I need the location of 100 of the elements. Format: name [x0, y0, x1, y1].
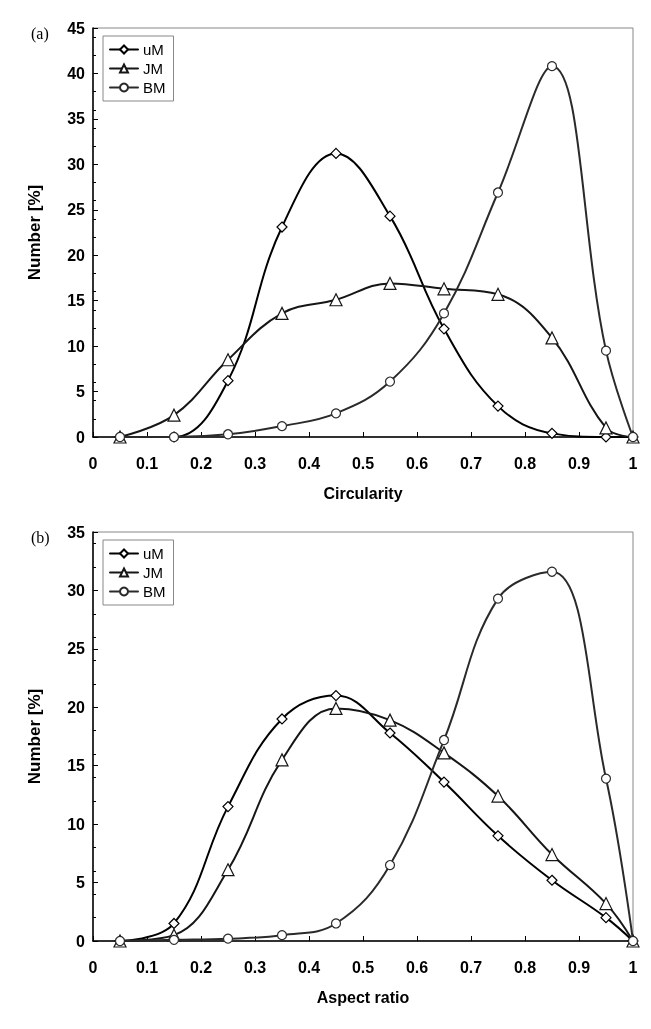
point: [329, 701, 343, 716]
x-tick-label: 0.8: [513, 958, 537, 976]
point: [222, 375, 234, 387]
point: [276, 421, 288, 432]
legend-label: JM: [143, 60, 163, 77]
y-tick-label: 25: [67, 201, 86, 219]
chart-title: (b): [31, 528, 50, 547]
point: [437, 746, 451, 760]
legend-label: BM: [143, 79, 166, 96]
x-tick-label: 0.9: [567, 454, 591, 472]
point: [599, 897, 613, 911]
y-tick-label: 35: [67, 523, 86, 541]
x-tick-label: 0.5: [351, 454, 375, 472]
point: [492, 187, 504, 198]
point: [545, 331, 559, 345]
point: [222, 801, 234, 813]
point: [384, 210, 396, 222]
y-tick-label: 25: [67, 640, 86, 658]
x-tick-label: 0.3: [243, 454, 267, 472]
x-tick-label: 0.6: [405, 958, 429, 976]
y-tick-label: 5: [76, 383, 86, 401]
x-axis-title: Aspect ratio: [316, 988, 410, 1006]
point: [384, 727, 396, 739]
point: [329, 293, 343, 307]
x-tick-label: 0.2: [189, 454, 213, 472]
point: [491, 789, 505, 803]
point: [546, 874, 558, 886]
point: [383, 713, 397, 727]
y-tick-label: 0: [76, 932, 86, 950]
y-tick-label: 40: [67, 64, 86, 82]
x-axis-title: Circularity: [323, 484, 403, 502]
x-tick-label: 0.8: [513, 454, 537, 472]
point: [600, 345, 612, 356]
point: [330, 408, 342, 419]
x-tick-label: 0.6: [405, 454, 429, 472]
point: [276, 930, 288, 941]
point: [438, 308, 450, 319]
y-axis-title: Number [%]: [25, 184, 44, 281]
legend-label: uM: [143, 545, 164, 562]
point: [491, 287, 505, 301]
y-tick-label: 30: [67, 155, 86, 173]
y-tick-label: 20: [67, 246, 86, 264]
chart-title: (a): [31, 24, 49, 43]
x-tick-label: 0.4: [297, 454, 321, 472]
point: [330, 690, 342, 702]
y-tick-label: 10: [67, 815, 86, 833]
point: [221, 353, 235, 367]
x-tick-label: 0: [88, 958, 98, 976]
point: [600, 773, 612, 784]
point: [545, 847, 559, 862]
point: [600, 912, 612, 924]
point: [546, 427, 558, 439]
x-tick-label: 1: [628, 958, 638, 976]
point: [492, 593, 504, 604]
point: [330, 918, 342, 929]
point: [167, 408, 181, 422]
point: [438, 776, 450, 788]
point: [437, 282, 451, 296]
y-tick-label: 10: [67, 337, 86, 355]
point: [168, 917, 180, 930]
point: [492, 400, 504, 412]
point: [546, 61, 558, 72]
point: [546, 566, 558, 577]
legend-label: uM: [143, 41, 164, 58]
point: [599, 421, 613, 435]
point: [222, 933, 234, 944]
legend-label: BM: [143, 583, 166, 600]
x-tick-label: 0.7: [459, 958, 483, 976]
x-tick-label: 0.4: [297, 958, 321, 976]
x-tick-label: 0.5: [351, 958, 375, 976]
point: [384, 376, 396, 387]
x-tick-label: 0.3: [243, 958, 267, 976]
point: [222, 429, 234, 440]
point: [492, 830, 504, 842]
y-axis-title: Number [%]: [25, 688, 44, 785]
y-tick-label: 20: [67, 698, 86, 716]
x-tick-label: 0.2: [189, 958, 213, 976]
x-tick-label: 0.7: [459, 454, 483, 472]
y-tick-label: 35: [67, 110, 86, 128]
point: [330, 147, 342, 160]
x-tick-label: 0.9: [567, 958, 591, 976]
point: [384, 859, 396, 871]
point: [168, 934, 180, 945]
y-tick-label: 0: [76, 428, 86, 446]
y-tick-label: 5: [76, 874, 86, 892]
point: [383, 276, 397, 290]
point: [221, 863, 235, 877]
legend-label: JM: [143, 564, 163, 581]
point: [438, 323, 450, 335]
x-tick-label: 0: [88, 454, 98, 472]
point: [438, 734, 450, 746]
y-tick-label: 30: [67, 581, 86, 599]
x-tick-label: 0.1: [135, 454, 159, 472]
y-tick-label: 15: [67, 292, 86, 310]
point: [276, 221, 288, 233]
y-tick-label: 45: [67, 19, 86, 37]
point: [276, 713, 288, 725]
point: [275, 306, 289, 320]
point: [275, 753, 289, 767]
x-tick-label: 1: [628, 454, 638, 472]
